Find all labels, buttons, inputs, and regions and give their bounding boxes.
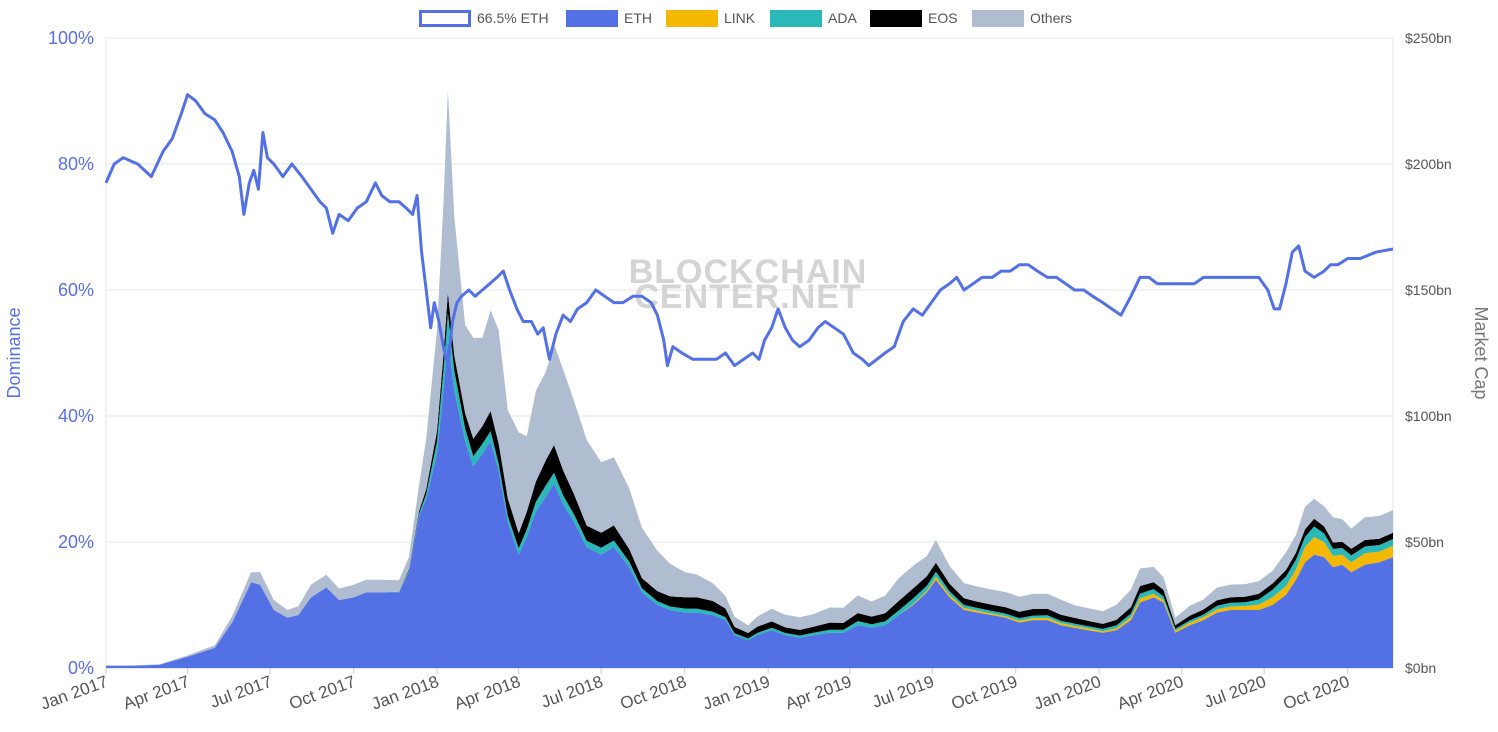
x-axis-tick-label: Oct 2018 xyxy=(618,672,689,713)
x-axis-tick-label: Apr 2017 xyxy=(121,672,192,713)
x-axis-tick-label: Oct 2017 xyxy=(287,672,358,713)
legend-swatch-eth xyxy=(566,9,618,27)
right-axis-tick-label: $150bn xyxy=(1405,282,1452,298)
legend-label-eos: EOS xyxy=(928,10,958,26)
x-axis-tick-label: Jul 2017 xyxy=(208,672,275,712)
dominance-line xyxy=(104,93,1394,368)
x-axis: Jan 2017 Apr 2017 Jul 2017 Oct 2017 Jan 2018… xyxy=(38,668,1352,714)
dominance-line-group xyxy=(104,93,1394,368)
x-axis-tick-label: Jul 2020 xyxy=(1202,672,1269,712)
right-axis-title: Market Cap xyxy=(1471,306,1491,399)
area-series-eth xyxy=(106,340,1393,668)
legend-item-eth-dominance[interactable]: 66.5% ETH xyxy=(419,6,549,30)
legend-swatch-others xyxy=(972,9,1024,27)
left-axis-tick-label: 40% xyxy=(58,406,94,426)
legend-swatch-eth-dominance xyxy=(419,9,471,27)
x-axis-tick-label: Apr 2020 xyxy=(1115,672,1186,713)
left-axis-tick-label: 20% xyxy=(58,532,94,552)
x-axis-tick-label: Jan 2018 xyxy=(369,672,441,714)
x-axis-tick-label: Jan 2019 xyxy=(700,672,772,714)
right-axis-tick-label: $50bn xyxy=(1405,534,1444,550)
watermark-line-2: CENTER.NET xyxy=(634,278,861,316)
legend-item-link[interactable]: LINK xyxy=(666,6,755,30)
right-axis-tick-label: $100bn xyxy=(1405,408,1452,424)
x-axis-tick-label: Jan 2020 xyxy=(1031,672,1103,714)
watermark-line-1: BLOCKCHAIN xyxy=(629,253,868,291)
legend-item-eos[interactable]: EOS xyxy=(870,6,958,30)
x-axis-tick-label: Apr 2019 xyxy=(783,672,854,713)
legend-label-eth: ETH xyxy=(624,10,652,26)
left-axis-tick-label: 60% xyxy=(58,280,94,300)
left-axis-tick-label: 80% xyxy=(58,154,94,174)
right-axis-tick-label: $250bn xyxy=(1405,30,1452,46)
legend-swatch-link xyxy=(666,9,718,27)
x-axis-tick-label: Jul 2018 xyxy=(539,672,606,712)
left-axis-title: Dominance xyxy=(4,307,24,398)
legend-swatch-ada xyxy=(770,9,822,27)
left-axis-tick-label: 0% xyxy=(68,658,94,678)
legend-label-ada: ADA xyxy=(828,10,857,26)
x-axis-tick-label: Jul 2019 xyxy=(870,672,937,712)
grid xyxy=(105,37,1394,669)
legend-item-others[interactable]: Others xyxy=(972,6,1072,30)
x-axis-tick-label: Oct 2020 xyxy=(1281,672,1352,713)
left-axis: 0% 20% 40% 60% 80% 100% xyxy=(48,28,94,678)
legend-item-ada[interactable]: ADA xyxy=(770,6,857,30)
left-axis-tick-label: 100% xyxy=(48,28,94,48)
x-axis-tick-label: Jan 2017 xyxy=(38,672,110,714)
right-axis: $0bn $50bn $100bn $150bn $200bn $250bn xyxy=(1405,30,1452,676)
legend-swatch-eos xyxy=(870,9,922,27)
legend: 66.5% ETH ETH LINK ADA EOS Others xyxy=(0,6,1498,30)
x-axis-tick-label: Oct 2019 xyxy=(949,672,1020,713)
market-cap-areas xyxy=(106,90,1393,668)
right-axis-tick-label: $0bn xyxy=(1405,660,1436,676)
legend-item-eth[interactable]: ETH xyxy=(566,6,652,30)
x-axis-tick-label: Apr 2018 xyxy=(452,672,523,713)
legend-label-link: LINK xyxy=(724,10,756,26)
area-series-others xyxy=(106,90,1393,666)
legend-label-eth-dominance: 66.5% ETH xyxy=(477,10,549,26)
right-axis-tick-label: $200bn xyxy=(1405,156,1452,172)
legend-label-others: Others xyxy=(1030,10,1073,26)
